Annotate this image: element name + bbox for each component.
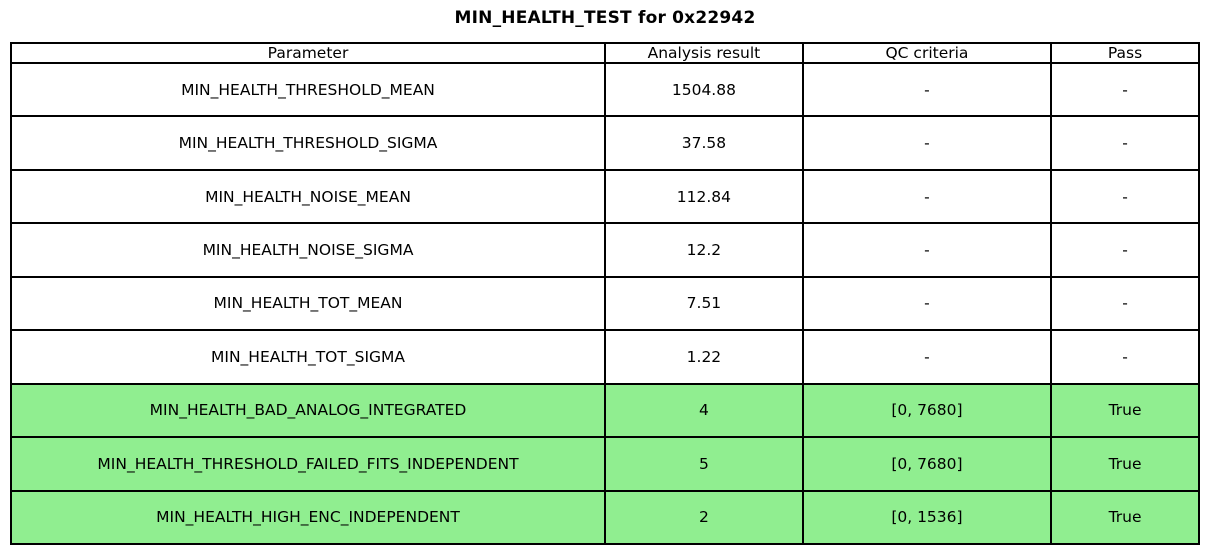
- table-cell: MIN_HEALTH_THRESHOLD_MEAN: [9, 61, 607, 118]
- column-header-2: QC criteria: [801, 42, 1053, 64]
- table-cell: 1504.88: [604, 61, 804, 118]
- table-cell: MIN_HEALTH_THRESHOLD_SIGMA: [9, 115, 607, 171]
- table-cell: -: [1050, 61, 1200, 118]
- table-row: MIN_HEALTH_HIGH_ENC_INDEPENDENT 2 [0, 1536…: [9, 489, 1200, 545]
- table-cell: 112.84: [604, 168, 804, 225]
- column-header-0: Parameter: [9, 42, 607, 64]
- table-cell: -: [1050, 115, 1200, 171]
- table-cell: -: [801, 61, 1053, 118]
- table-cell: 5: [604, 436, 804, 492]
- table-cell: -: [1050, 329, 1200, 385]
- table-cell: True: [1050, 489, 1200, 545]
- table-cell: MIN_HEALTH_TOT_MEAN: [9, 275, 607, 332]
- table-cell: MIN_HEALTH_THRESHOLD_FAILED_FITS_INDEPEN…: [9, 436, 607, 492]
- table-cell: -: [1050, 168, 1200, 225]
- table-cell: MIN_HEALTH_BAD_ANALOG_INTEGRATED: [9, 382, 607, 439]
- table-cell: True: [1050, 382, 1200, 439]
- table-cell: 2: [604, 489, 804, 545]
- table-cell: -: [801, 275, 1053, 332]
- table-cell: -: [1050, 275, 1200, 332]
- table-cell: -: [801, 115, 1053, 171]
- table-row: MIN_HEALTH_THRESHOLD_MEAN 1504.88- -: [9, 61, 1200, 118]
- table-cell: MIN_HEALTH_NOISE_SIGMA: [9, 222, 607, 278]
- table-cell: [0, 7680]: [801, 436, 1053, 492]
- table-row: MIN_HEALTH_BAD_ANALOG_INTEGRATED 4 [0, 768…: [9, 382, 1200, 439]
- table-cell: -: [801, 222, 1053, 278]
- table-cell: -: [1050, 222, 1200, 278]
- table-cell: True: [1050, 436, 1200, 492]
- table-cell: 12.2: [604, 222, 804, 278]
- table-cell: 4: [604, 382, 804, 439]
- qc-results-table: Parameter Analysis result QC criteria Pass …: [9, 42, 1200, 545]
- table-cell: [0, 1536]: [801, 489, 1053, 545]
- table-cell: MIN_HEALTH_HIGH_ENC_INDEPENDENT: [9, 489, 607, 545]
- table-body: MIN_HEALTH_THRESHOLD_MEAN 1504.88- - MIN_HE…: [9, 61, 1200, 545]
- table-row: MIN_HEALTH_TOT_MEAN 7.51- -: [9, 275, 1200, 332]
- table-cell: 1.22: [604, 329, 804, 385]
- column-header-1: Analysis result: [604, 42, 804, 64]
- table-row: MIN_HEALTH_NOISE_MEAN 112.84- -: [9, 168, 1200, 225]
- table-header-row: Parameter Analysis result QC criteria Pass: [9, 42, 1200, 64]
- table-cell: MIN_HEALTH_NOISE_MEAN: [9, 168, 607, 225]
- table-cell: 37.58: [604, 115, 804, 171]
- table-cell: 7.51: [604, 275, 804, 332]
- figure-title: MIN_HEALTH_TEST for 0x22942: [454, 8, 756, 28]
- table-row: MIN_HEALTH_THRESHOLD_FAILED_FITS_INDEPEN…: [9, 436, 1200, 492]
- table-cell: -: [801, 168, 1053, 225]
- table-cell: -: [801, 329, 1053, 385]
- table-row: MIN_HEALTH_THRESHOLD_SIGMA 37.58- -: [9, 115, 1200, 171]
- table-cell: MIN_HEALTH_TOT_SIGMA: [9, 329, 607, 385]
- table-row: MIN_HEALTH_NOISE_SIGMA 12.2- -: [9, 222, 1200, 278]
- table-row: MIN_HEALTH_TOT_SIGMA 1.22- -: [9, 329, 1200, 385]
- column-header-3: Pass: [1050, 42, 1200, 64]
- table-cell: [0, 7680]: [801, 382, 1053, 439]
